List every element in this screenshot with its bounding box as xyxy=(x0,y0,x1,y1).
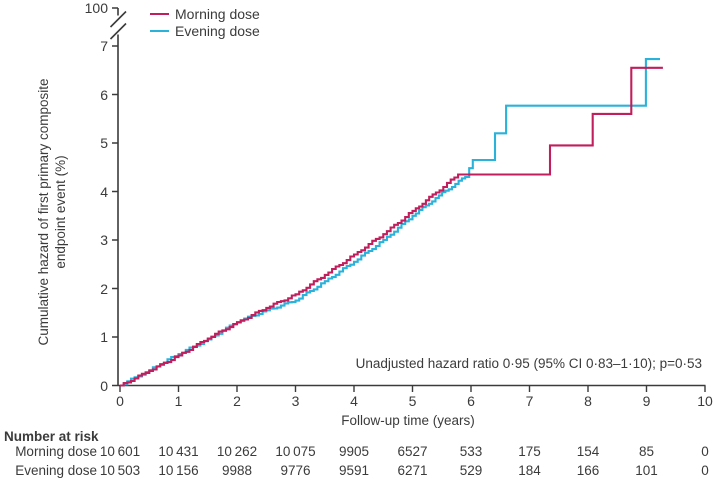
x-axis-title: Follow-up time (years) xyxy=(341,413,475,428)
legend-item-morning: Morning dose xyxy=(150,6,260,22)
risk-count: 533 xyxy=(459,444,483,459)
risk-count: 0 xyxy=(701,444,709,459)
y-tick-label-4: 4 xyxy=(100,183,108,200)
risk-count: 154 xyxy=(576,444,600,459)
risk-count: 10 431 xyxy=(158,444,199,459)
hazard-ratio-annotation: Unadjusted hazard ratio 0·95 (95% CI 0·8… xyxy=(355,356,702,371)
legend-item-evening: Evening dose xyxy=(150,23,260,39)
x-tick-label-2: 2 xyxy=(233,393,241,409)
x-tick-label-0: 0 xyxy=(116,393,124,409)
risk-count: 10 601 xyxy=(99,444,141,459)
x-tick-label-9: 9 xyxy=(642,393,651,409)
y-tick-label-2: 2 xyxy=(100,280,108,297)
risk-count: 6527 xyxy=(397,444,428,459)
risk-count: 10 262 xyxy=(216,444,258,459)
y-tick-label-5: 5 xyxy=(100,135,108,151)
risk-count: 10 503 xyxy=(99,463,141,478)
y-axis-title: Cumulative hazard of first primary compo… xyxy=(35,22,71,402)
risk-count: 0 xyxy=(701,463,709,478)
x-tick-label-8: 8 xyxy=(584,393,592,409)
y-tick-label-6: 6 xyxy=(100,86,108,103)
axes-lines xyxy=(117,8,706,387)
x-tick-label-4: 4 xyxy=(350,393,358,409)
risk-count: 166 xyxy=(576,463,600,478)
morning-dose-line-swatch xyxy=(150,12,169,16)
risk-count: 529 xyxy=(459,463,483,478)
risk-row-label-evening: Evening dose xyxy=(15,463,97,478)
risk-count: 10 156 xyxy=(158,463,199,478)
x-tick-label-7: 7 xyxy=(525,393,534,409)
y-tick-label-7: 7 xyxy=(100,38,108,54)
axis-ticks xyxy=(112,7,706,392)
x-tick-label-5: 5 xyxy=(408,393,417,409)
risk-count: 184 xyxy=(518,463,541,478)
y-tick-label-0: 0 xyxy=(100,377,108,394)
y-axis-break-icon xyxy=(109,10,127,40)
risk-count: 9905 xyxy=(338,444,370,459)
legend-label-evening: Evening dose xyxy=(175,23,260,39)
risk-count: 6271 xyxy=(397,463,428,478)
y-tick-label-break-100: 100 xyxy=(84,0,108,16)
morning-dose-curve xyxy=(120,66,663,387)
risk-count: 85 xyxy=(638,444,655,459)
number-at-risk-header: Number at risk xyxy=(4,429,99,444)
x-tick-label-1: 1 xyxy=(174,393,183,409)
y-tick-label-1: 1 xyxy=(100,329,108,345)
y-tick-label-3: 3 xyxy=(100,232,108,248)
y-axis-title-line2: endpoint event (%) xyxy=(53,155,68,269)
risk-count: 9591 xyxy=(338,463,370,478)
risk-count: 175 xyxy=(518,444,541,459)
risk-count: 9988 xyxy=(221,463,253,478)
risk-count: 9776 xyxy=(280,463,311,478)
risk-count: 10 075 xyxy=(275,444,316,459)
x-tick-label-10: 10 xyxy=(697,393,713,409)
y-axis-title-line1: Cumulative hazard of first primary compo… xyxy=(36,78,51,346)
legend-label-morning: Morning dose xyxy=(175,6,260,22)
evening-dose-curve xyxy=(120,58,660,387)
x-tick-label-6: 6 xyxy=(467,393,475,409)
risk-row-label-morning: Morning dose xyxy=(15,444,97,459)
x-tick-label-3: 3 xyxy=(291,393,300,409)
risk-count: 101 xyxy=(635,463,658,478)
evening-dose-line-swatch xyxy=(150,29,169,33)
